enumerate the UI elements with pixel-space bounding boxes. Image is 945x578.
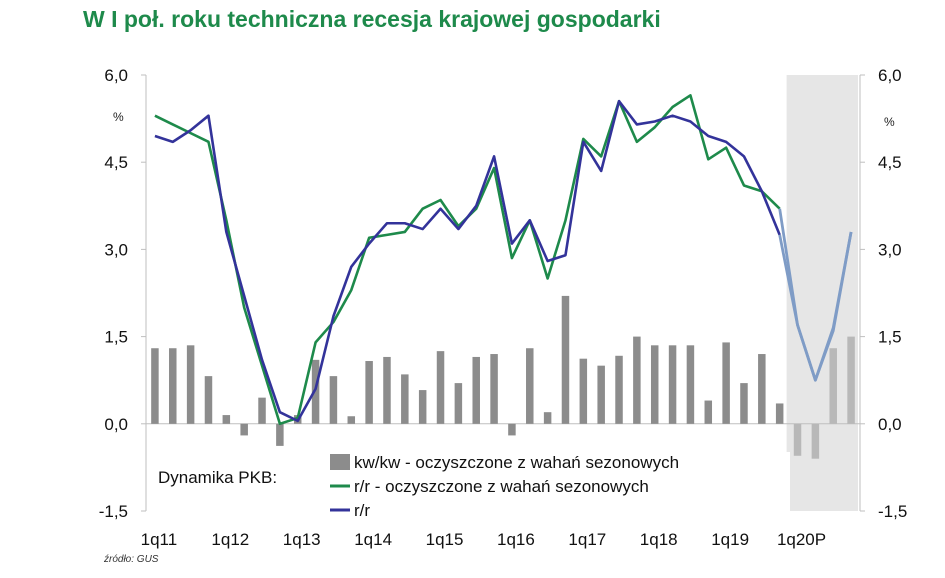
x-tick-label: 1q20P bbox=[777, 530, 826, 549]
x-tick-label: 1q17 bbox=[568, 530, 606, 549]
left-tick-label: 4,5 bbox=[104, 153, 128, 172]
bar bbox=[222, 415, 231, 424]
bar bbox=[347, 416, 356, 424]
right-tick-label: 3,0 bbox=[878, 240, 902, 259]
left-tick-label: 6,0 bbox=[104, 66, 128, 85]
bar bbox=[490, 354, 498, 424]
legend-title: Dynamika PKB: bbox=[158, 468, 277, 487]
bar bbox=[383, 356, 391, 424]
bar bbox=[740, 383, 748, 424]
bar bbox=[704, 400, 713, 424]
left-tick-label: 1,5 bbox=[104, 328, 128, 347]
bar bbox=[526, 348, 534, 424]
bar bbox=[204, 376, 213, 424]
legend-background bbox=[150, 452, 790, 522]
lines-layer bbox=[154, 94, 853, 426]
bar bbox=[829, 348, 837, 424]
labels-layer: 6,0 6,0 4,5 4,5 3,0 3,0 1,5 1,5 0,0 0,0 -1,5 -1,5%%… bbox=[99, 66, 908, 549]
bar bbox=[847, 336, 855, 424]
x-tick-label: 1q16 bbox=[497, 530, 535, 549]
source-note: źródło: GUS bbox=[104, 554, 159, 565]
bar bbox=[401, 374, 409, 424]
x-tick-label: 1q19 bbox=[711, 530, 749, 549]
x-tick-label: 1q14 bbox=[354, 530, 392, 549]
bar bbox=[418, 390, 427, 424]
series-line-rr-forecast bbox=[778, 231, 853, 382]
bar bbox=[472, 356, 480, 424]
bar bbox=[454, 383, 463, 424]
bar bbox=[276, 423, 284, 446]
bar bbox=[722, 342, 730, 424]
bar bbox=[311, 359, 320, 424]
bar bbox=[686, 345, 695, 424]
bar bbox=[597, 365, 605, 424]
x-tick-label: 1q15 bbox=[426, 530, 464, 549]
right-tick-label: 1,5 bbox=[878, 328, 902, 347]
bar bbox=[508, 423, 516, 436]
bar bbox=[615, 355, 623, 424]
series-line-rr bbox=[154, 99, 781, 423]
right-unit-label: % bbox=[884, 115, 895, 129]
bar bbox=[811, 423, 820, 459]
x-tick-label: 1q12 bbox=[211, 530, 249, 549]
bar bbox=[650, 345, 659, 424]
bar bbox=[186, 345, 195, 424]
series-line-rr-seasonal bbox=[154, 94, 781, 426]
x-tick-label: 1q11 bbox=[141, 530, 178, 549]
bar bbox=[151, 348, 159, 424]
left-unit-label: % bbox=[113, 110, 124, 124]
left-tick-label: -1,5 bbox=[99, 502, 128, 521]
right-tick-label: -1,5 bbox=[878, 502, 907, 521]
bar bbox=[758, 354, 766, 424]
left-tick-label: 3,0 bbox=[104, 240, 128, 259]
bar bbox=[633, 336, 641, 424]
right-tick-label: 4,5 bbox=[878, 153, 902, 172]
bars-layer bbox=[151, 295, 855, 459]
legend-entry: r/r - oczyszczone z wahań sezonowych bbox=[354, 477, 649, 496]
left-tick-label: 0,0 bbox=[104, 415, 128, 434]
bar bbox=[169, 348, 177, 424]
bar bbox=[775, 403, 784, 424]
bar bbox=[668, 345, 677, 424]
x-tick-label: 1q13 bbox=[283, 530, 321, 549]
bar bbox=[543, 412, 552, 424]
bar bbox=[365, 361, 373, 424]
legend: Dynamika PKB: kw/kw - oczyszczone z wahań… bbox=[150, 452, 790, 522]
x-tick-label: 1q18 bbox=[640, 530, 678, 549]
bar bbox=[258, 397, 266, 424]
axes-layer bbox=[141, 74, 865, 512]
bar bbox=[329, 376, 338, 424]
bar bbox=[436, 351, 445, 424]
right-tick-label: 6,0 bbox=[878, 66, 902, 85]
bar bbox=[793, 423, 802, 456]
bar bbox=[561, 295, 570, 424]
legend-entry: r/r bbox=[354, 501, 370, 520]
chart-title: W I poł. roku techniczna recesja krajowe… bbox=[83, 6, 661, 32]
bar bbox=[240, 423, 248, 436]
legend-swatch-bar bbox=[330, 454, 350, 470]
legend-entry: kw/kw - oczyszczone z wahań sezonowych bbox=[354, 453, 679, 472]
bar bbox=[579, 358, 588, 424]
right-tick-label: 0,0 bbox=[878, 415, 902, 434]
